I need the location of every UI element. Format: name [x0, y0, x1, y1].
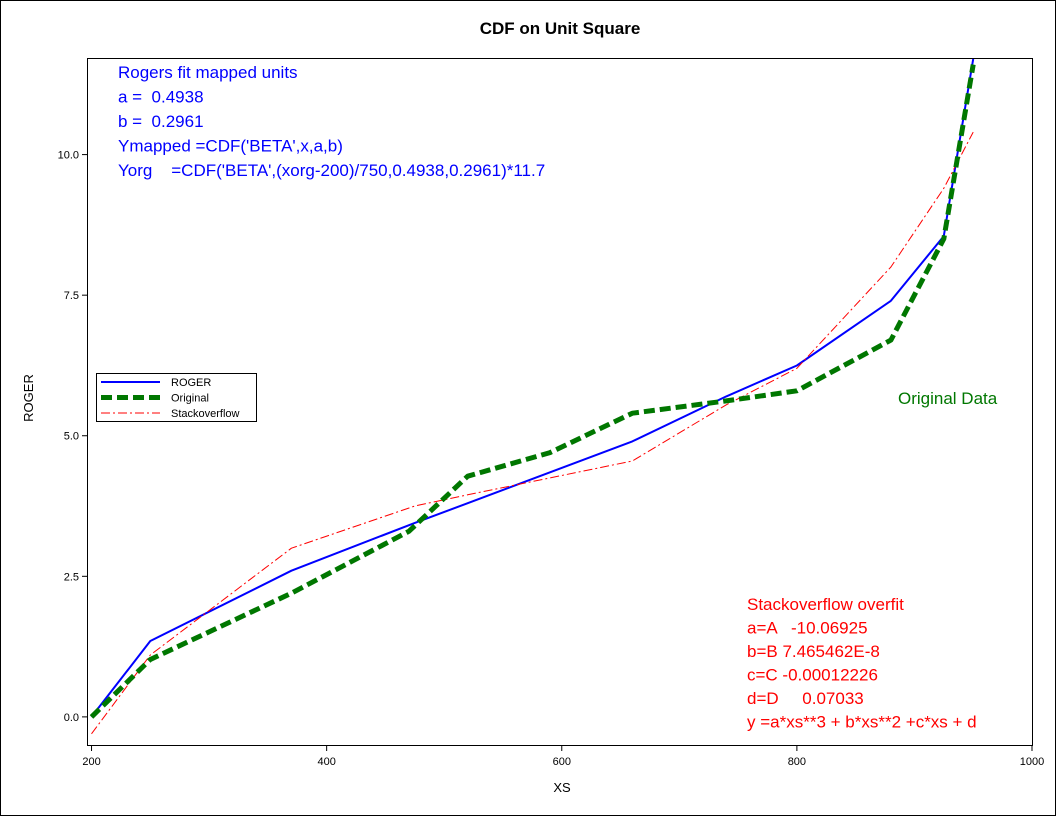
- rogers-fit-annotation: Rogers fit mapped units a = 0.4938 b = 0.2…: [118, 63, 545, 180]
- x-axis-label: XS: [553, 780, 571, 795]
- rogers-annotation-line: Yorg =CDF('BETA',(xorg-200)/750,0.4938,0…: [118, 161, 545, 180]
- original-data-annotation: Original Data: [898, 389, 998, 408]
- stackoverflow-annotation-line: a=A -10.06925: [747, 619, 868, 638]
- x-axis-ticks: 200 400 600 800 1000: [82, 745, 1044, 768]
- series-line-stackoverflow: [91, 131, 974, 735]
- stackoverflow-annotation-line: d=D 0.07033: [747, 689, 864, 708]
- x-tick-label: 400: [317, 756, 335, 768]
- y-axis-ticks: 0.0 2.5 5.0 7.5 10.0: [58, 150, 88, 724]
- rogers-annotation-line: a = 0.4938: [118, 88, 204, 107]
- x-tick-label: 600: [553, 756, 571, 768]
- y-tick-label: 2.5: [64, 571, 79, 583]
- series-line-roger: [90, 58, 975, 718]
- y-tick-label: 0.0: [64, 712, 79, 724]
- stackoverflow-annotation-line: c=C -0.00012226: [747, 666, 878, 685]
- chart-title: CDF on Unit Square: [480, 19, 641, 38]
- y-tick-label: 7.5: [64, 290, 79, 302]
- plot-area-frame: [87, 58, 1033, 746]
- legend-label-stackoverflow: Stackoverflow: [171, 408, 240, 420]
- legend-label-original: Original: [171, 393, 209, 405]
- y-tick-label: 10.0: [58, 150, 79, 162]
- series-layer: [89, 58, 976, 735]
- stackoverflow-annotation-line: Stackoverflow overfit: [747, 595, 904, 614]
- series-line-original: [89, 64, 976, 719]
- x-tick-label: 200: [82, 756, 100, 768]
- stackoverflow-annotation-line: y =a*xs**3 + b*xs**2 +c*xs + d: [747, 713, 977, 732]
- stackoverflow-annotation-line: b=B 7.465462E-8: [747, 642, 880, 661]
- y-axis-label: ROGER: [21, 374, 36, 422]
- rogers-annotation-line: Rogers fit mapped units: [118, 63, 298, 82]
- stackoverflow-annotation: Stackoverflow overfit a=A -10.06925 b=B 7.…: [747, 595, 977, 732]
- x-tick-label: 1000: [1020, 756, 1044, 768]
- y-tick-label: 5.0: [64, 431, 79, 443]
- rogers-annotation-line: Ymapped =CDF('BETA',x,a,b): [118, 137, 343, 156]
- rogers-annotation-line: b = 0.2961: [118, 112, 204, 131]
- legend-label-roger: ROGER: [171, 377, 211, 389]
- x-tick-label: 800: [788, 756, 806, 768]
- legend: ROGER Original Stackoverflow: [96, 373, 257, 422]
